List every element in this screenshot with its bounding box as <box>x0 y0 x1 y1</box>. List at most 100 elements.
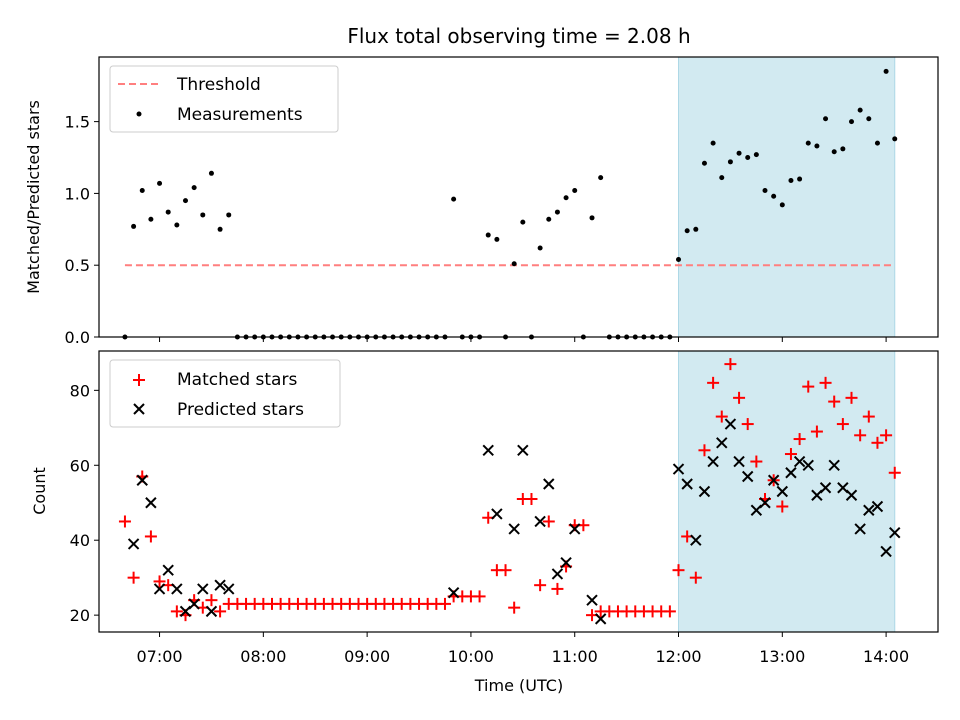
measurement-point <box>710 140 716 146</box>
predicted-star-point <box>586 594 598 606</box>
predicted-star-point <box>188 598 200 610</box>
measurement-point <box>148 216 154 222</box>
measurement-point <box>520 219 526 225</box>
legend-measurements-label: Measurements <box>177 105 303 125</box>
measurement-point <box>165 209 171 215</box>
bottom-y-tick-label: 40 <box>70 531 90 550</box>
predicted-star-point <box>871 500 884 513</box>
predicted-star-point <box>162 564 174 576</box>
matched-star-point <box>819 376 832 389</box>
predicted-star-point <box>672 463 685 475</box>
measurement-point <box>451 196 457 202</box>
measurement-point <box>157 180 163 186</box>
x-tick-label: 10:00 <box>448 647 494 666</box>
matched-star-point <box>534 579 547 592</box>
measurement-point <box>563 195 569 201</box>
measurement-point <box>200 212 206 218</box>
predicted-star-point <box>889 527 901 539</box>
predicted-star-point <box>214 579 226 591</box>
matched-star-point <box>499 564 512 577</box>
matched-star-point <box>733 391 746 404</box>
measurement-point <box>719 175 725 181</box>
predicted-star-point <box>171 583 183 595</box>
measurement-point <box>572 188 578 194</box>
measurement-point <box>727 159 733 165</box>
measurement-point <box>788 177 794 183</box>
measurement-point <box>701 160 707 166</box>
predicted-star-point <box>733 455 745 468</box>
x-axis-label: Time (UTC) <box>474 676 563 695</box>
matched-star-point <box>784 448 797 461</box>
top-panel: 0.0 0.5 1.0 1.5 Matched/Predicted stars Thr… <box>24 56 939 347</box>
predicted-star-point <box>594 613 607 625</box>
x-tick-label: 12:00 <box>655 647 701 666</box>
predicted-star-point <box>690 534 702 546</box>
bottom-panel: 20 40 60 80 07:00 08:00 09:00 10:00 11:00 12:00 1… <box>30 350 939 695</box>
predicted-star-point <box>759 497 771 509</box>
measurement-point <box>762 188 768 194</box>
bottom-y-tick-label: 20 <box>70 606 90 625</box>
matched-star-point <box>551 582 564 595</box>
matched-star-point <box>724 358 737 371</box>
measurement-point <box>857 107 863 113</box>
x-tick-label: 09:00 <box>344 647 390 666</box>
measurement-point <box>736 150 742 156</box>
measurement-point <box>874 140 880 146</box>
legend-measurements-swatch <box>136 111 142 117</box>
matched-star-point <box>672 564 685 577</box>
predicted-star-point <box>491 508 503 520</box>
predicted-star-point <box>551 568 564 580</box>
measurement-point <box>823 116 829 122</box>
top-y-tick-label: 1.0 <box>65 184 90 203</box>
matched-star-point <box>144 530 157 543</box>
predicted-star-point <box>742 470 754 483</box>
matched-star-point <box>127 571 140 584</box>
measurement-point <box>537 245 543 251</box>
measurement-point <box>797 176 803 182</box>
x-tick-label: 13:00 <box>759 647 805 666</box>
predicted-star-point <box>793 455 806 468</box>
predicted-star-point <box>863 504 875 516</box>
bottom-y-axis-label: Count <box>30 467 49 515</box>
measurement-point <box>753 152 759 158</box>
matched-star-point <box>871 436 884 449</box>
predicted-star-point <box>534 515 546 528</box>
x-tick-label: 11:00 <box>552 647 598 666</box>
predicted-star-point <box>153 583 166 595</box>
measurement-point <box>684 228 690 234</box>
measurement-point <box>814 143 820 149</box>
top-y-axis-label: Matched/Predicted stars <box>24 100 43 294</box>
top-y-tick-label: 1.5 <box>65 113 90 132</box>
measurement-point <box>554 209 560 215</box>
predicted-star-point <box>767 474 780 486</box>
measurement-point <box>831 149 837 155</box>
measurement-point <box>805 140 811 146</box>
matched-star-point <box>438 597 451 610</box>
matched-star-point <box>205 594 218 607</box>
legend-threshold-label: Threshold <box>176 75 261 95</box>
measurement-point <box>182 198 188 204</box>
predicted-star-point <box>828 459 840 471</box>
matched-star-point <box>542 515 555 528</box>
measurement-point <box>745 155 751 161</box>
predicted-star-point <box>508 523 520 535</box>
chart-title: Flux total observing time = 2.08 h <box>347 24 690 48</box>
measurement-point <box>840 146 846 152</box>
x-tick-label: 08:00 <box>240 647 286 666</box>
bottom-panel-frame <box>98 350 939 633</box>
observing-window-shade <box>678 56 896 338</box>
matched-star-point <box>118 515 131 528</box>
top-y-tick-label: 0.0 <box>65 328 90 347</box>
predicted-star-point <box>569 523 581 535</box>
matched-star-point <box>525 492 538 505</box>
measurement-point <box>217 226 223 232</box>
predicted-star-point <box>681 478 693 490</box>
measurement-point <box>191 185 197 191</box>
predicted-star-point <box>517 444 529 456</box>
predicted-star-point <box>716 437 728 449</box>
top-legend: Threshold Measurements <box>109 65 339 133</box>
matched-star-point <box>707 376 720 389</box>
matched-star-point <box>689 571 702 584</box>
predicted-star-point <box>854 523 866 535</box>
